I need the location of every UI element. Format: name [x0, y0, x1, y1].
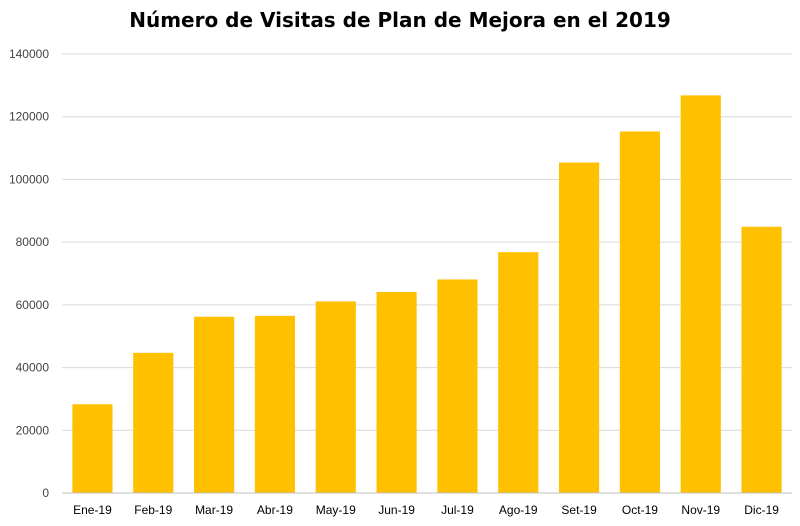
bar-oct-19 — [619, 131, 660, 493]
y-tick-label: 140000 — [9, 47, 49, 61]
y-tick-label: 20000 — [16, 423, 50, 437]
bar-feb-19 — [133, 352, 174, 493]
x-tick-label: Ago-19 — [499, 503, 538, 517]
x-tick-label: Dic-19 — [744, 503, 779, 517]
bars — [72, 95, 782, 494]
bar-nov-19 — [680, 95, 721, 494]
x-tick-label: Jul-19 — [441, 503, 474, 517]
x-axis-ticks: Ene-19 Feb-19 Mar-19 Abr-19 May-19 Jun-19 Jul-… — [73, 503, 779, 517]
bar-ago-19 — [498, 252, 539, 493]
y-tick-label: 0 — [42, 486, 49, 500]
bar-abr-19 — [254, 315, 295, 493]
bar-jul-19 — [437, 279, 478, 493]
bar-ene-19 — [72, 404, 113, 493]
x-tick-label: Nov-19 — [681, 503, 720, 517]
x-tick-label: Mar-19 — [195, 503, 233, 517]
y-tick-label: 80000 — [16, 235, 50, 249]
x-tick-label: Ene-19 — [73, 503, 112, 517]
y-tick-label: 60000 — [16, 298, 50, 312]
y-tick-label: 40000 — [16, 361, 50, 375]
y-axis-ticks: 0 20000 40000 60000 80000 100000 120000 140000 — [9, 47, 49, 500]
bar-set-19 — [559, 162, 600, 493]
x-tick-label: Set-19 — [561, 503, 597, 517]
bar-mar-19 — [194, 316, 235, 493]
chart-title: Número de Visitas de Plan de Mejora en e… — [129, 8, 671, 32]
x-tick-label: Abr-19 — [257, 503, 293, 517]
x-tick-label: May-19 — [316, 503, 356, 517]
x-tick-label: Oct-19 — [622, 503, 658, 517]
bar-may-19 — [315, 301, 356, 493]
bar-jun-19 — [376, 292, 417, 493]
bar-dic-19 — [741, 226, 782, 493]
y-tick-label: 100000 — [9, 172, 49, 186]
y-tick-label: 120000 — [9, 110, 49, 124]
x-tick-label: Jun-19 — [378, 503, 415, 517]
x-tick-label: Feb-19 — [134, 503, 172, 517]
gridlines — [62, 53, 792, 431]
